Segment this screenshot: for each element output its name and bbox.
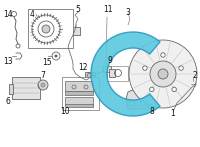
Polygon shape (126, 89, 150, 109)
Circle shape (129, 40, 197, 108)
Text: 15: 15 (42, 57, 52, 66)
Text: 11: 11 (103, 5, 113, 14)
Text: 3: 3 (126, 7, 130, 16)
Bar (65, 97, 93, 105)
Circle shape (42, 25, 50, 33)
Circle shape (55, 55, 58, 57)
Text: 10: 10 (60, 106, 70, 116)
Circle shape (179, 66, 183, 70)
Circle shape (150, 87, 154, 92)
Bar (65, 91, 93, 95)
Circle shape (158, 69, 168, 79)
Text: 8: 8 (150, 107, 154, 117)
Bar (109, 69, 115, 77)
Text: 2: 2 (193, 71, 197, 80)
Text: 7: 7 (41, 71, 45, 80)
Text: 12: 12 (78, 62, 88, 71)
FancyBboxPatch shape (28, 9, 73, 47)
Circle shape (41, 83, 45, 87)
FancyBboxPatch shape (62, 76, 99, 110)
Bar (9, 84, 13, 94)
Circle shape (140, 101, 146, 106)
Text: 5: 5 (76, 5, 80, 14)
Text: 13: 13 (3, 56, 13, 66)
Circle shape (172, 87, 176, 92)
Circle shape (87, 73, 93, 79)
Text: 9: 9 (108, 56, 112, 65)
Text: 4: 4 (30, 10, 34, 19)
Bar (65, 81, 93, 91)
Bar (12, 77, 40, 99)
Circle shape (161, 53, 165, 57)
Bar (85, 72, 95, 80)
Circle shape (143, 66, 147, 70)
Circle shape (150, 61, 176, 87)
Text: 14: 14 (3, 10, 13, 19)
Polygon shape (91, 32, 160, 116)
Bar (73, 27, 80, 35)
Text: 6: 6 (6, 97, 10, 106)
Bar (65, 104, 93, 107)
Bar (103, 66, 111, 72)
Text: 1: 1 (171, 108, 175, 117)
Circle shape (38, 80, 48, 90)
Circle shape (130, 101, 134, 106)
